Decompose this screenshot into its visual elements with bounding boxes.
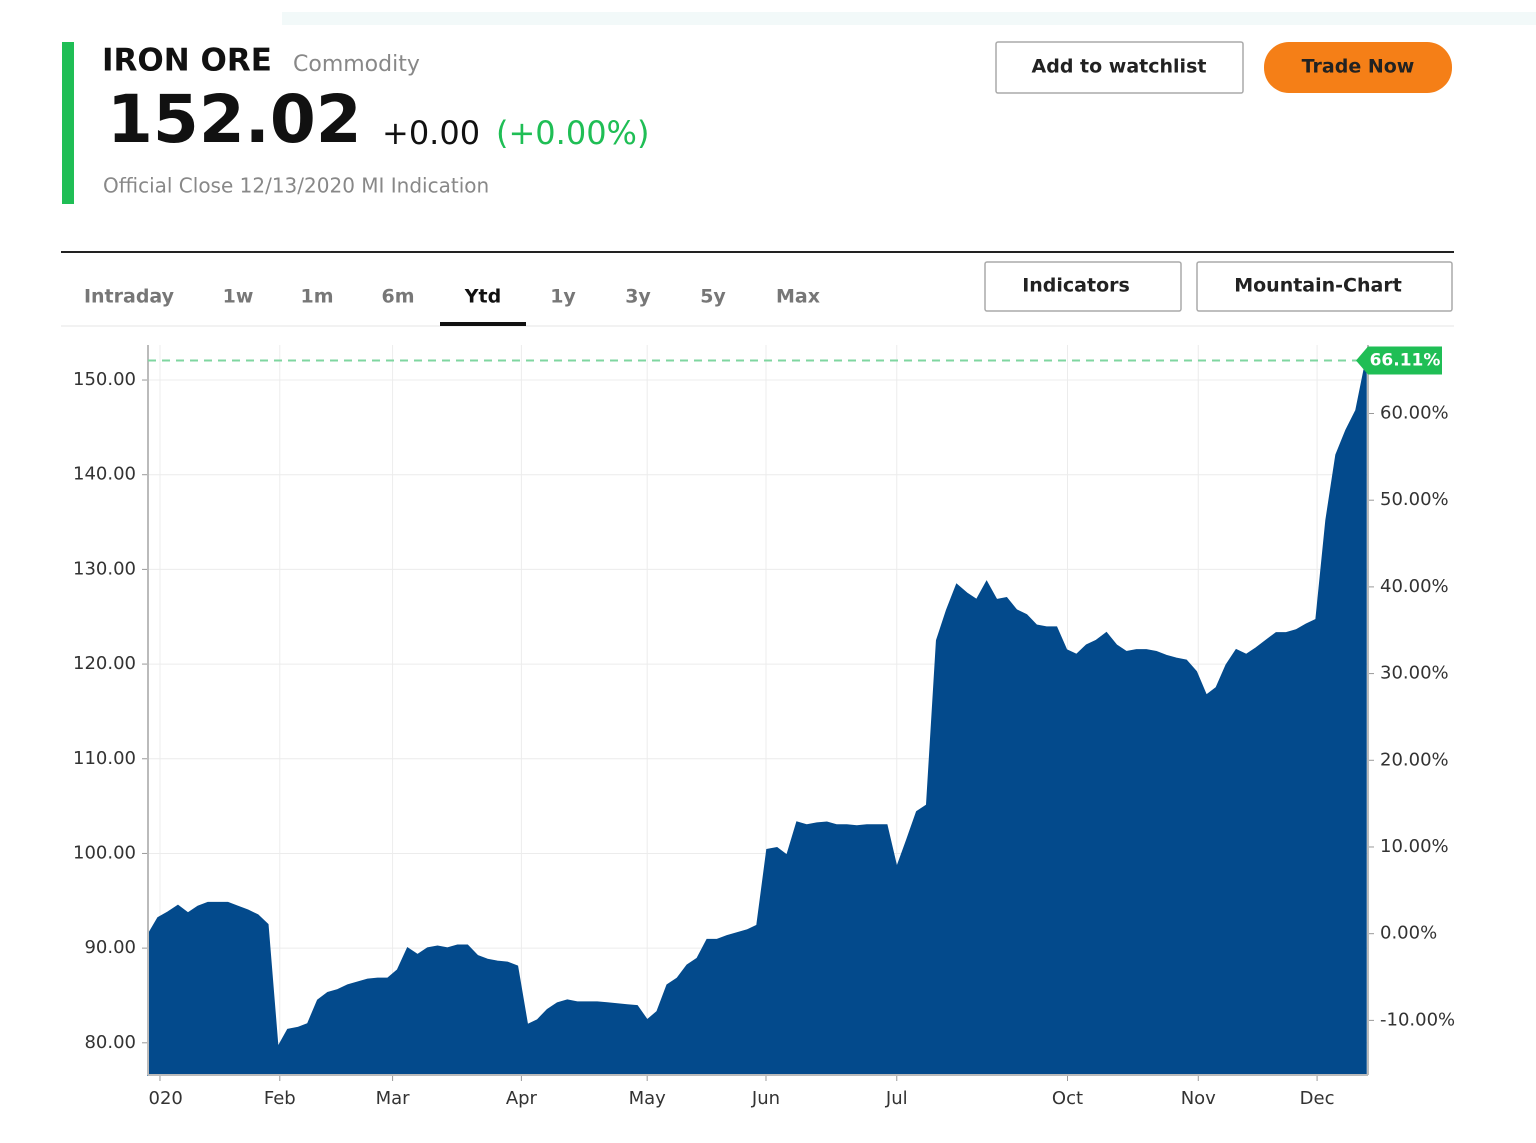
trade-label[interactable]: Trade Now	[1302, 56, 1415, 78]
y2-tick-label: 0.00%	[1380, 923, 1437, 944]
y-tick-label: 140.00	[73, 464, 136, 485]
y-tick-label: 110.00	[73, 748, 136, 769]
tab[interactable]: Max	[776, 286, 820, 308]
y2-tick-label: 50.00%	[1380, 489, 1449, 510]
last-change-badge	[1356, 346, 1442, 375]
top-strip	[282, 12, 1536, 25]
x-tick-label: Jun	[751, 1088, 780, 1109]
tab[interactable]: 6m	[381, 286, 414, 308]
accent-bar	[62, 42, 74, 204]
tab[interactable]: Intraday	[84, 286, 175, 308]
tab[interactable]: 1w	[223, 286, 254, 308]
indicators-label[interactable]: Indicators	[1022, 275, 1130, 297]
chart-type-label[interactable]: Mountain-Chart	[1234, 275, 1402, 297]
trade-button[interactable]	[1264, 42, 1452, 93]
watchlist-label[interactable]: Add to watchlist	[1032, 56, 1207, 78]
last-change-label: 66.11%	[1370, 351, 1441, 371]
y2-tick-label: 40.00%	[1380, 576, 1449, 597]
x-tick-label: Nov	[1181, 1088, 1216, 1109]
x-tick-label: Apr	[506, 1088, 538, 1109]
x-tick-label: Dec	[1300, 1088, 1335, 1109]
y-tick-label: 100.00	[73, 842, 136, 863]
x-tick-label: Feb	[264, 1088, 296, 1109]
y2-tick-label: 10.00%	[1380, 836, 1449, 857]
close-note: Official Close 12/13/2020 MI Indication	[103, 174, 489, 198]
x-tick-label: Jul	[885, 1088, 908, 1109]
kind: Commodity	[293, 52, 420, 77]
y-tick-label: 130.00	[73, 558, 136, 579]
area	[147, 360, 1367, 1076]
y-tick-label: 120.00	[73, 653, 136, 674]
x-tick-label: May	[629, 1088, 667, 1109]
price: 152.02	[107, 81, 362, 158]
x-tick-label: 2020	[137, 1088, 183, 1109]
tab[interactable]: 5y	[700, 286, 726, 308]
chart-type-button[interactable]	[1196, 261, 1453, 312]
y2-tick-label: 30.00%	[1380, 663, 1449, 684]
y-tick-label: 80.00	[84, 1032, 136, 1053]
title: IRON ORE	[102, 43, 272, 79]
x-tick-label: Oct	[1052, 1088, 1083, 1109]
tab[interactable]: Ytd	[464, 286, 501, 308]
tab-underline	[440, 322, 526, 326]
change-pct: (+0.00%)	[496, 114, 649, 152]
change: +0.00	[382, 114, 480, 152]
y2-tick-label: 60.00%	[1380, 402, 1449, 423]
y-tick-label: 150.00	[73, 369, 136, 390]
y-tick-label: 90.00	[84, 937, 136, 958]
x-tick-label: Mar	[376, 1088, 411, 1109]
y2-tick-label: -10.00%	[1380, 1009, 1455, 1030]
tab[interactable]: 1m	[300, 286, 333, 308]
tab[interactable]: 1y	[550, 286, 576, 308]
y2-tick-label: 20.00%	[1380, 749, 1449, 770]
tab[interactable]: 3y	[625, 286, 651, 308]
indicators-button[interactable]	[984, 261, 1182, 312]
x-ticks: 2020 Feb Mar Apr May Jun Jul Oct Nov Dec	[137, 1075, 1335, 1109]
watchlist-button[interactable]	[995, 41, 1244, 94]
